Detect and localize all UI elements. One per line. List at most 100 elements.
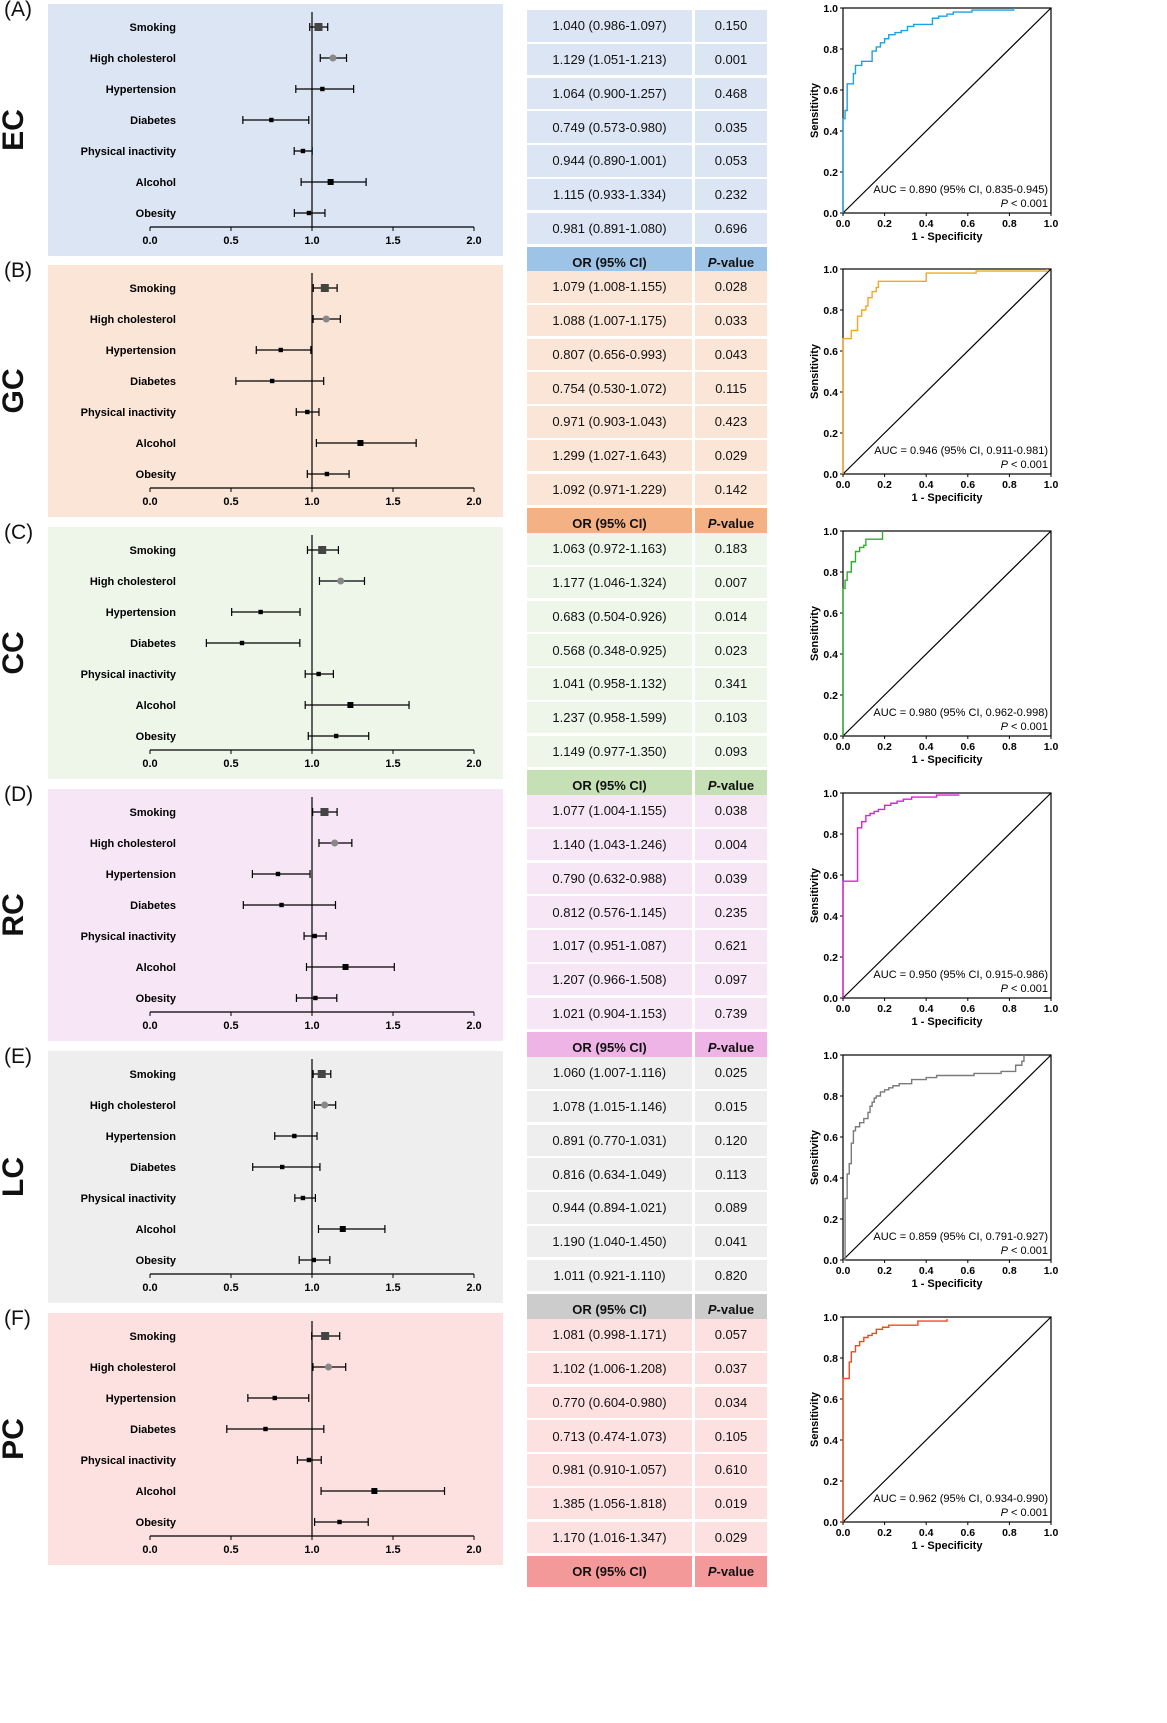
p-value-cell: 0.033	[695, 304, 767, 337]
forest-category-label: Hypertension	[106, 84, 177, 96]
forest-point	[320, 808, 329, 816]
forest-point	[311, 1257, 316, 1263]
roc-y-tick-label: 0.6	[823, 870, 838, 882]
or-cell: 1.129 (1.051-1.213)	[527, 43, 692, 76]
or-cell: 1.063 (0.972-1.163)	[527, 533, 692, 565]
roc-y-tick-label: 0.8	[823, 1353, 838, 1365]
roc-x-label: 1 - Specificity	[912, 1016, 984, 1028]
forest-x-tick-label: 0.0	[142, 1020, 157, 1032]
forest-point	[329, 54, 337, 62]
or-table: 1.079 (1.008-1.155) 0.028 1.088 (1.007-1.1…	[527, 271, 767, 541]
roc-diagonal	[842, 530, 1052, 737]
p-value-header: P -value	[695, 1555, 767, 1588]
forest-plot: 0.0 0.5 1.0 1.5 2.0 Smoking High cholesterol Hy…	[81, 797, 482, 1032]
forest-point	[263, 1426, 268, 1432]
p-value-rest: -value	[716, 1301, 755, 1317]
forest-category-label: Alcohol	[136, 1224, 176, 1236]
forest-point	[371, 1488, 378, 1494]
p-value-cell: 0.034	[695, 1386, 767, 1419]
table-row: 1.063 (0.972-1.163) 0.183	[527, 533, 767, 565]
roc-y-tick-label: 0.4	[823, 126, 838, 138]
forest-category-label: High cholesterol	[90, 1100, 176, 1112]
forest-category-label: Hypertension	[106, 607, 177, 619]
roc-frame	[842, 7, 1052, 214]
forest-point	[324, 471, 330, 477]
roc-curve	[842, 531, 884, 736]
or-cell: 0.807 (0.656-0.993)	[527, 338, 692, 371]
auc-annotation: AUC = 0.980 (95% CI, 0.962-0.998)	[873, 707, 1048, 719]
forest-category-label: Physical inactivity	[81, 407, 177, 419]
table-row: 1.129 (1.051-1.213) 0.001	[527, 43, 767, 76]
forest-category-label: High cholesterol	[90, 838, 176, 850]
forest-x-tick-label: 2.0	[466, 758, 481, 770]
or-cell: 0.754 (0.530-1.072)	[527, 372, 692, 404]
forest-point	[269, 117, 274, 123]
forest-point	[347, 702, 354, 708]
roc-x-tick-label: 1.0	[1044, 1265, 1059, 1277]
cancer-abbreviation: PC	[0, 1418, 30, 1460]
forest-category-label: Smoking	[130, 22, 176, 34]
forest-category-label: Smoking	[130, 1331, 176, 1343]
roc-x-tick-label: 0.6	[960, 1003, 975, 1015]
forest-category-label: Alcohol	[136, 177, 176, 189]
forest-point	[325, 1363, 333, 1371]
p-value-cell: 0.038	[695, 795, 767, 827]
roc-x-tick-label: 0.2	[877, 1527, 892, 1539]
table-row: 1.385 (1.056-1.818) 0.019	[527, 1487, 767, 1520]
p-annotation-letter: P	[1001, 459, 1009, 471]
forest-plot: 0.0 0.5 1.0 1.5 2.0 Smoking High cholesterol Hy…	[81, 12, 482, 247]
p-annotation-value: < 0.001	[1008, 983, 1048, 995]
p-annotation: P < 0.001	[1001, 459, 1048, 471]
roc-x-tick-label: 0.6	[960, 741, 975, 753]
roc-x-tick-label: 1.0	[1044, 479, 1059, 491]
roc-curve	[842, 794, 960, 998]
roc-x-tick-label: 0.2	[877, 218, 892, 230]
roc-curve	[842, 8, 1015, 213]
roc-x-tick-label: 1.0	[1044, 1527, 1059, 1539]
p-annotation-value: < 0.001	[1008, 721, 1048, 733]
roc-x-tick-label: 0.8	[1002, 218, 1017, 230]
p-value-cell: 0.150	[695, 10, 767, 42]
p-italic: P	[707, 515, 717, 531]
roc-y-tick-label: 0.2	[823, 1476, 838, 1488]
p-annotation-value: < 0.001	[1008, 1245, 1048, 1257]
panel-ec: (A) EC 0.0 0.5 1.0 1.5 2.0 Smoking High choleste…	[0, 0, 1167, 290]
p-value-cell: 0.025	[695, 1057, 767, 1089]
forest-point	[331, 839, 339, 847]
roc-y-label: Sensitivity	[809, 1391, 821, 1447]
p-annotation-value: < 0.001	[1008, 1507, 1048, 1519]
p-annotation-letter: P	[1001, 983, 1009, 995]
cancer-abbreviation: RC	[0, 893, 30, 937]
p-value-cell: 0.029	[695, 1521, 767, 1554]
p-value-cell: 0.423	[695, 406, 767, 438]
panel-letter: (E)	[4, 1045, 32, 1068]
table-row: 0.749 (0.573-0.980) 0.035	[527, 111, 767, 143]
forest-x-tick-label: 1.0	[304, 496, 319, 508]
table-header-row: OR (95% CI) P -value	[527, 1555, 767, 1588]
table-row: 0.713 (0.474-1.073) 0.105	[527, 1420, 767, 1452]
forest-background	[48, 1051, 503, 1303]
forest-category-label: High cholesterol	[90, 53, 176, 65]
p-annotation-letter: P	[1001, 1245, 1009, 1257]
p-annotation-value: < 0.001	[1008, 198, 1048, 210]
roc-x-tick-label: 0.8	[1002, 479, 1017, 491]
p-value-cell: 0.035	[695, 111, 767, 143]
p-italic: P	[707, 1301, 717, 1317]
forest-point	[313, 995, 318, 1001]
auc-annotation: AUC = 0.946 (95% CI, 0.911-0.981)	[874, 445, 1048, 457]
forest-x-tick-label: 1.5	[385, 758, 400, 770]
panel-letter: (B)	[4, 259, 32, 282]
or-table: 1.040 (0.986-1.097) 0.150 1.129 (1.051-1.2…	[527, 10, 767, 280]
roc-y-tick-label: 0.0	[823, 1255, 838, 1267]
or-cell: 0.981 (0.891-1.080)	[527, 212, 692, 245]
roc-curve	[843, 1055, 1025, 1261]
roc-x-tick-label: 0.0	[836, 1527, 851, 1539]
p-annotation: P < 0.001	[1001, 983, 1048, 995]
roc-x-label: 1 - Specificity	[912, 492, 984, 504]
roc-diagonal	[842, 1054, 1052, 1261]
p-value-cell: 0.105	[695, 1420, 767, 1452]
p-italic: P	[707, 1563, 717, 1579]
roc-y-tick-label: 0.0	[823, 208, 838, 220]
p-annotation-letter: P	[1001, 1507, 1009, 1519]
forest-category-label: Obesity	[136, 469, 177, 481]
